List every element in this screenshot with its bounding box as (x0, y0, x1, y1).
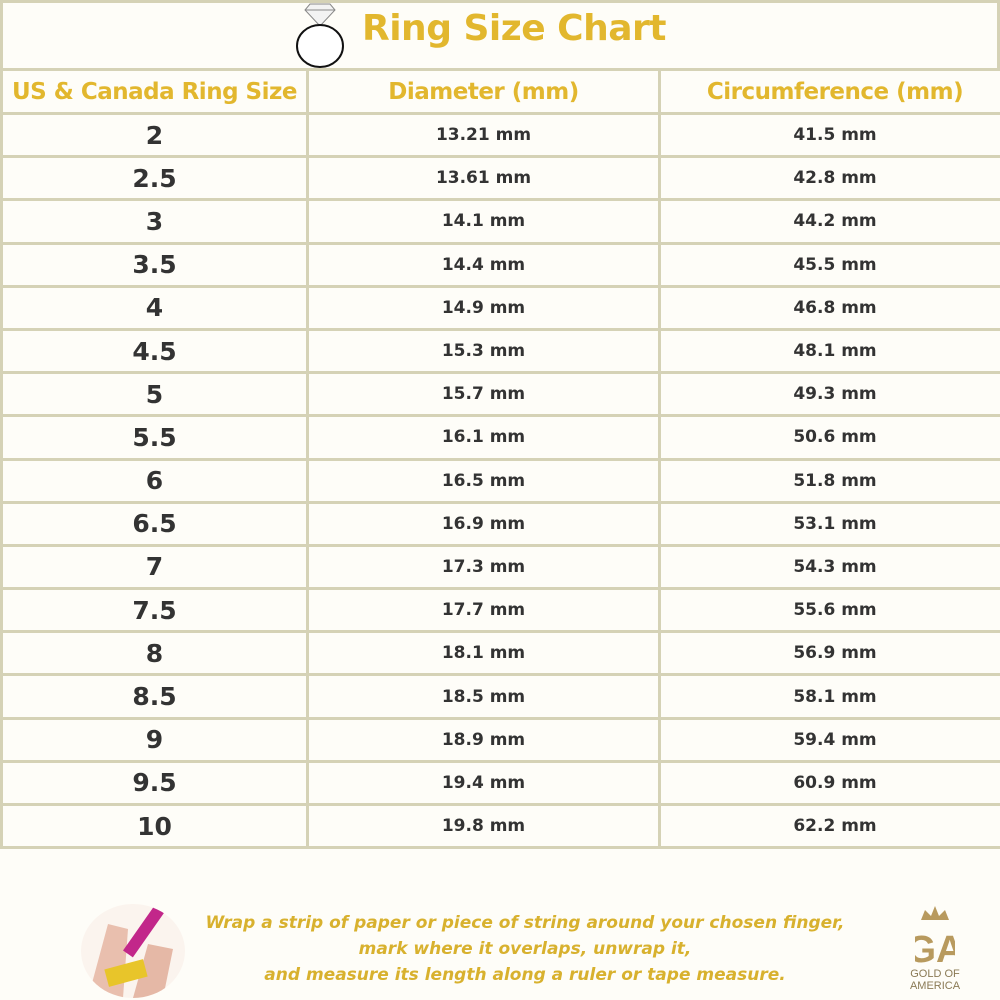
ring-size-cell: 4 (0, 284, 309, 331)
circumference-cell: 54.3 mm (658, 543, 1000, 591)
ring-size-cell: 8 (0, 630, 309, 677)
ring-size-cell: 5 (0, 371, 309, 418)
table-row: 6 16.5 mm 51.8 mm (0, 457, 1000, 504)
ring-size-cell: 8.5 (0, 673, 309, 720)
footer: Wrap a strip of paper or piece of string… (0, 900, 1000, 1000)
instruction-line: mark where it overlaps, unwrap it, (358, 939, 692, 959)
measuring-instructions: Wrap a strip of paper or piece of string… (195, 910, 855, 988)
circumference-cell: 42.8 mm (658, 155, 1000, 202)
ring-size-cell: 2.5 (0, 155, 309, 202)
circumference-cell: 44.2 mm (658, 198, 1000, 245)
ring-size-cell: 3.5 (0, 241, 309, 288)
diameter-cell: 16.5 mm (306, 457, 661, 504)
circumference-cell: 48.1 mm (658, 327, 1000, 375)
ring-size-cell: 5.5 (0, 414, 309, 461)
title-row (0, 0, 1000, 68)
ring-size-cell: 7.5 (0, 587, 309, 634)
circumference-cell: 46.8 mm (658, 284, 1000, 331)
table-row: 2 13.21 mm 41.5 mm (0, 111, 1000, 159)
table-row: 6.5 16.9 mm 53.1 mm (0, 500, 1000, 547)
ring-icon (296, 3, 344, 68)
circumference-cell: 60.9 mm (658, 759, 1000, 807)
column-header: Circumference (mm) (658, 68, 1000, 115)
circumference-cell: 53.1 mm (658, 500, 1000, 547)
table-row: 8.5 18.5 mm 58.1 mm (0, 673, 1000, 720)
table-row: 9 18.9 mm 59.4 mm (0, 716, 1000, 763)
svg-text:GA: GA (915, 929, 955, 964)
table-row: 9.5 19.4 mm 60.9 mm (0, 759, 1000, 807)
logo-line1: GOLD OF (910, 968, 960, 980)
finger-measuring-image (81, 904, 185, 998)
ring-size-cell: 4.5 (0, 327, 309, 375)
ring-size-table: US & Canada Ring Size Diameter (mm) Circum… (0, 68, 1000, 850)
ring-size-cell: 9.5 (0, 759, 309, 807)
ring-size-cell: 7 (0, 543, 309, 591)
diameter-cell: 15.7 mm (306, 371, 661, 418)
diameter-cell: 14.9 mm (306, 284, 661, 331)
table-row: 5 15.7 mm 49.3 mm (0, 371, 1000, 418)
circumference-cell: 41.5 mm (658, 111, 1000, 159)
ring-size-cell: 10 (0, 802, 309, 850)
circumference-cell: 58.1 mm (658, 673, 1000, 720)
table-row: 2.5 13.61 mm 42.8 mm (0, 155, 1000, 202)
crown-monogram-icon: GA (907, 906, 964, 971)
logo-line2: AMERICA (909, 980, 961, 992)
instruction-line: Wrap a strip of paper or piece of string… (205, 913, 845, 933)
diameter-cell: 17.7 mm (306, 587, 661, 634)
ring-size-cell: 3 (0, 198, 309, 245)
table-row: 8 18.1 mm 56.9 mm (0, 630, 1000, 677)
ring-size-cell: 2 (0, 111, 309, 159)
circumference-cell: 49.3 mm (658, 371, 1000, 418)
circumference-cell: 55.6 mm (658, 587, 1000, 634)
column-header: Diameter (mm) (306, 68, 661, 115)
diameter-cell: 16.1 mm (306, 414, 661, 461)
diameter-cell: 14.4 mm (306, 241, 661, 288)
circumference-cell: 51.8 mm (658, 457, 1000, 504)
diameter-cell: 13.21 mm (306, 111, 661, 159)
table-row: 7 17.3 mm 54.3 mm (0, 543, 1000, 591)
diameter-cell: 18.1 mm (306, 630, 661, 677)
circumference-cell: 62.2 mm (658, 802, 1000, 850)
circumference-cell: 50.6 mm (658, 414, 1000, 461)
gold-of-america-logo: GA GOLD OF AMERICA (900, 906, 970, 992)
table-row: 5.5 16.1 mm 50.6 mm (0, 414, 1000, 461)
diameter-cell: 19.8 mm (306, 802, 661, 850)
diameter-cell: 16.9 mm (306, 500, 661, 547)
table-row: 3 14.1 mm 44.2 mm (0, 198, 1000, 245)
table-row: 4 14.9 mm 46.8 mm (0, 284, 1000, 331)
circumference-cell: 56.9 mm (658, 630, 1000, 677)
diameter-cell: 15.3 mm (306, 327, 661, 375)
table-row: 10 19.8 mm 62.2 mm (0, 802, 1000, 850)
circumference-cell: 59.4 mm (658, 716, 1000, 763)
ring-size-cell: 6.5 (0, 500, 309, 547)
ring-size-cell: 9 (0, 716, 309, 763)
table-row: 7.5 17.7 mm 55.6 mm (0, 587, 1000, 634)
page-title: Ring Size Chart (362, 8, 666, 49)
table-row: 3.5 14.4 mm 45.5 mm (0, 241, 1000, 288)
ring-size-cell: 6 (0, 457, 309, 504)
circumference-cell: 45.5 mm (658, 241, 1000, 288)
diameter-cell: 13.61 mm (306, 155, 661, 202)
diameter-cell: 18.5 mm (306, 673, 661, 720)
diameter-cell: 17.3 mm (306, 543, 661, 591)
diameter-cell: 18.9 mm (306, 716, 661, 763)
diameter-cell: 14.1 mm (306, 198, 661, 245)
column-header: US & Canada Ring Size (0, 68, 309, 115)
instruction-line: and measure its length along a ruler or … (264, 965, 786, 985)
diameter-cell: 19.4 mm (306, 759, 661, 807)
table-row: 4.5 15.3 mm 48.1 mm (0, 327, 1000, 375)
